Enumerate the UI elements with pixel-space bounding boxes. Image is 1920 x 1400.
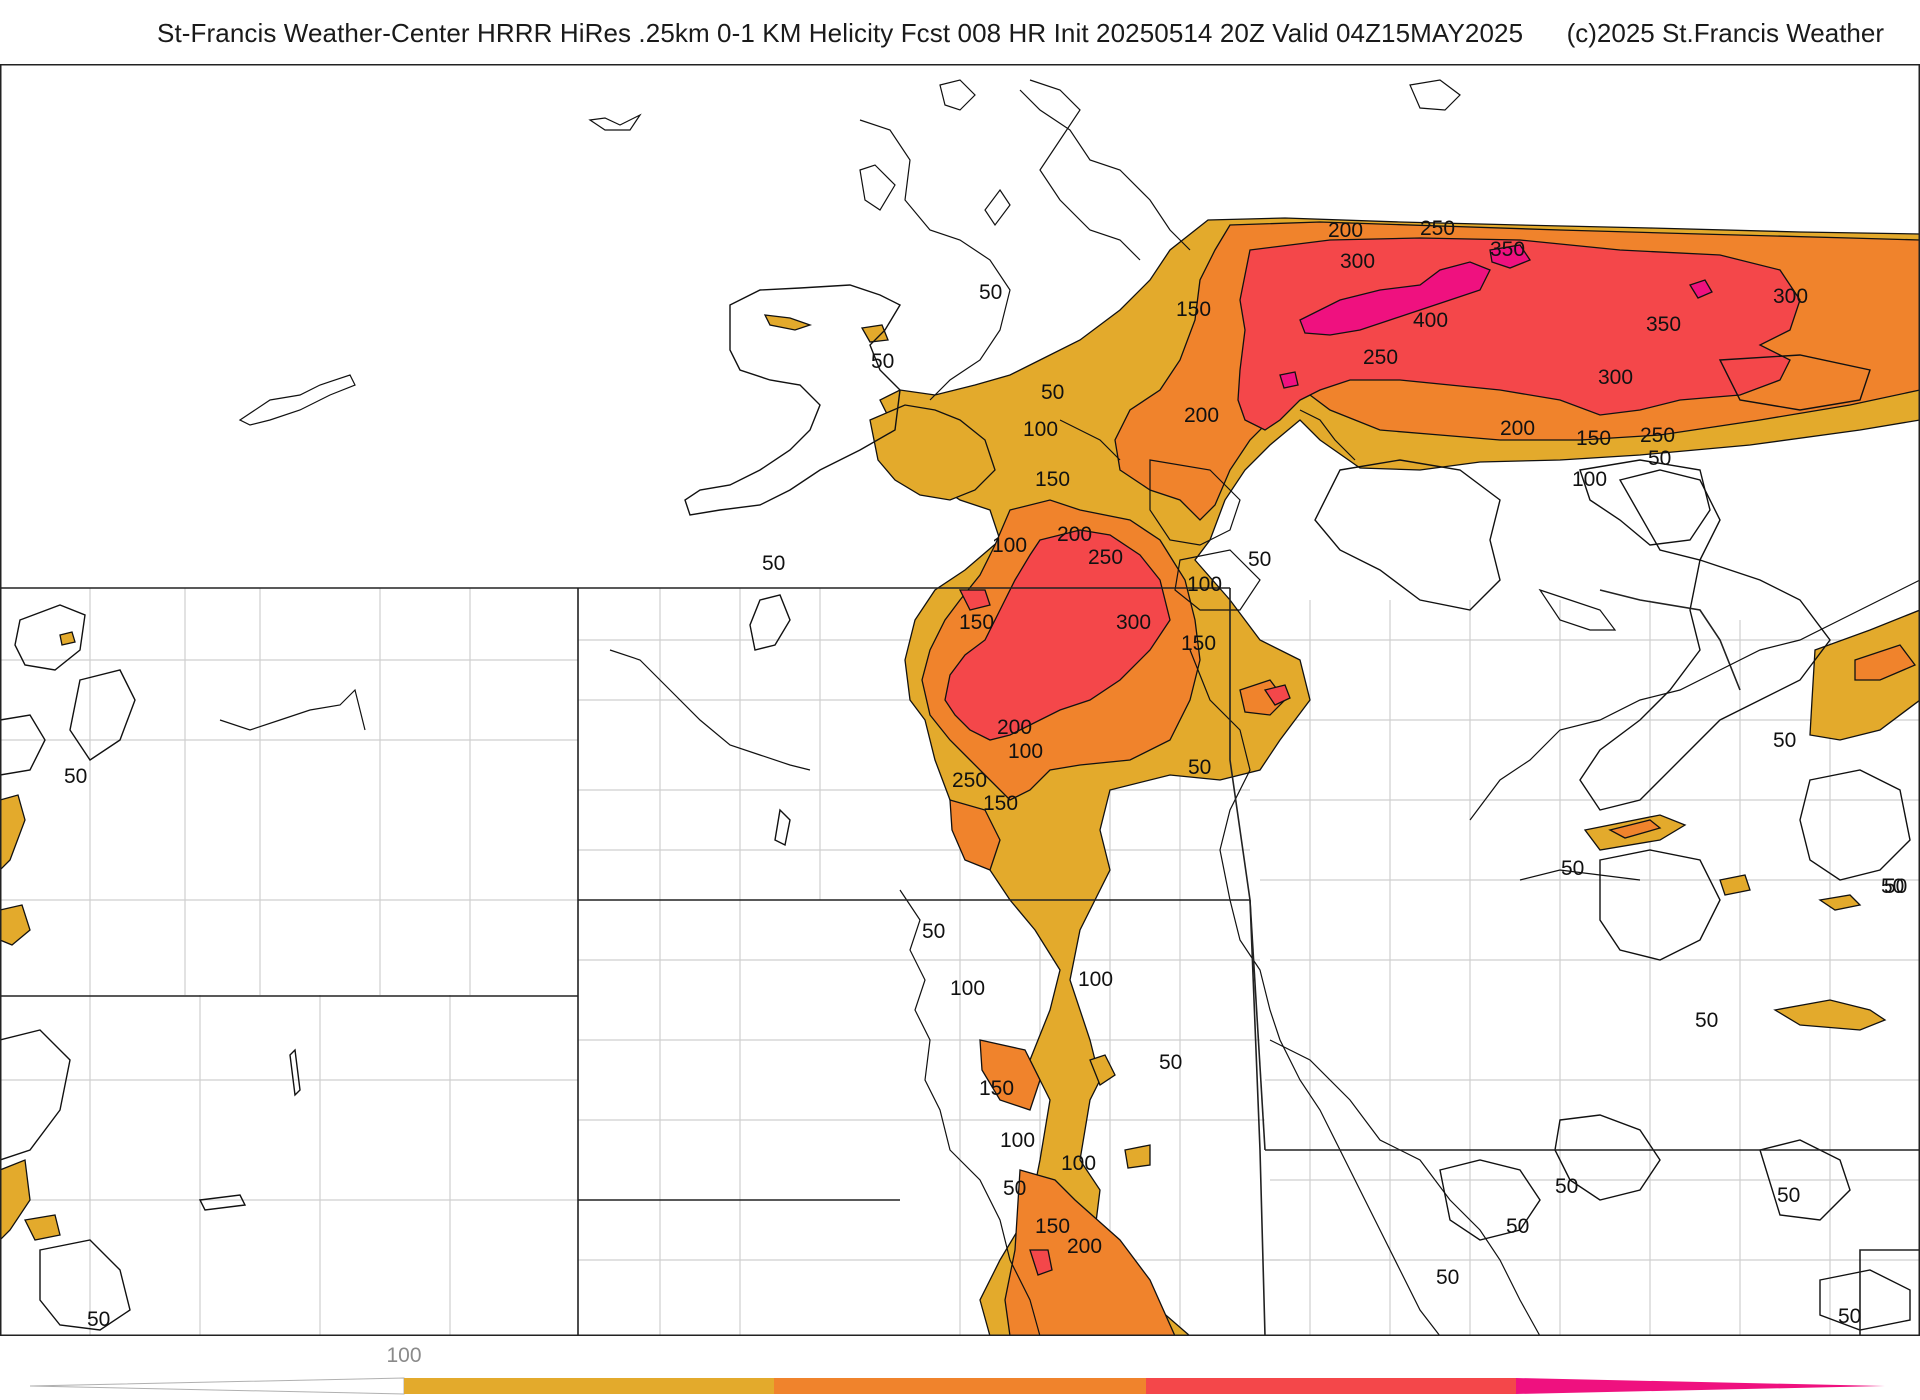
- coastlines: [219, 79, 1920, 1336]
- map-border: [0, 64, 1920, 1336]
- contour-label: 150: [983, 792, 1018, 815]
- contour-label: 200: [997, 716, 1032, 739]
- contour-label: 200: [1184, 404, 1219, 427]
- colorbar-segment-100: [404, 1378, 774, 1394]
- contour-label: 50: [1555, 1175, 1578, 1198]
- contour-label: 250: [1363, 346, 1398, 369]
- state-borders: [0, 587, 1920, 1336]
- contour-label: 300: [1116, 611, 1151, 634]
- contour-label: 50: [1003, 1177, 1026, 1200]
- copyright-text: (c)2025 St.Francis Weather: [1566, 18, 1884, 48]
- contour-label: 300: [1340, 250, 1375, 273]
- contour-label: 150: [1176, 298, 1211, 321]
- contour-label: 50: [1041, 381, 1064, 404]
- colorbar-tick-label: 100: [386, 1344, 422, 1367]
- colorbar-graphic: [29, 1377, 1885, 1395]
- contour-label: 50: [1506, 1215, 1529, 1238]
- contour-label: 50: [871, 350, 894, 373]
- colorbar-segment-250: [1146, 1378, 1516, 1394]
- contour-label: 50: [762, 552, 785, 575]
- contour-label: 50: [1188, 756, 1211, 779]
- contour-label: 200: [1067, 1235, 1102, 1258]
- colorbar: 100: [0, 1336, 1920, 1400]
- contour-label: 100: [1078, 968, 1113, 991]
- contour-label: 200: [1328, 219, 1363, 242]
- contour-label: 50: [1436, 1266, 1459, 1289]
- contour-label: 50: [1248, 548, 1271, 571]
- contour-label: 100: [1023, 418, 1058, 441]
- contour-label: 50: [1884, 875, 1907, 898]
- contour-label: 100: [1572, 468, 1607, 491]
- contour-label: 150: [1035, 468, 1070, 491]
- contour-label: 200: [1500, 417, 1535, 440]
- contour-labels: 200 250 350 300 400 300 350 250 150 50 5…: [64, 217, 1907, 1331]
- contour-label: 50: [1773, 729, 1796, 752]
- contour-label: 150: [1035, 1215, 1070, 1238]
- contour-label: 100: [992, 534, 1027, 557]
- title-bar: St-Francis Weather-Center HRRR HiRes .25…: [0, 0, 1920, 66]
- map-frame[interactable]: 200 250 350 300 400 300 350 250 150 50 5…: [0, 64, 1920, 1336]
- contour-label: 50: [1695, 1009, 1718, 1032]
- contour-label: 300: [1598, 366, 1633, 389]
- contour-label: 50: [1648, 447, 1671, 470]
- contour-label: 100: [1008, 740, 1043, 763]
- fill-level-350: [1279, 244, 1713, 389]
- contour-label: 50: [979, 281, 1002, 304]
- county-lines: [0, 588, 1920, 1336]
- contour-label: 400: [1413, 309, 1448, 332]
- contour-label: 250: [1088, 546, 1123, 569]
- contour-label: 250: [1420, 217, 1455, 240]
- contour-label: 100: [1061, 1152, 1096, 1175]
- contour-label: 100: [950, 977, 985, 1000]
- contour-label: 50: [922, 920, 945, 943]
- contour-label: 300: [1773, 285, 1808, 308]
- contour-label: 50: [1881, 875, 1904, 898]
- contour-label: 250: [952, 769, 987, 792]
- helicity-map: 200 250 350 300 400 300 350 250 150 50 5…: [0, 64, 1920, 1336]
- colorbar-over-triangle: [1516, 1378, 1885, 1394]
- contour-label: 150: [959, 611, 994, 634]
- contour-label: 50: [1561, 857, 1584, 880]
- colorbar-under-triangle: [29, 1377, 405, 1395]
- contour-label: 50: [87, 1308, 110, 1331]
- contour-label: 100: [1187, 573, 1222, 596]
- contour-label: 100: [1000, 1129, 1035, 1152]
- chart-title: St-Francis Weather-Center HRRR HiRes .25…: [157, 18, 1524, 48]
- contour-label: 350: [1646, 313, 1681, 336]
- colorbar-segment-150: [774, 1378, 1146, 1394]
- contour-label: 250: [1640, 424, 1675, 447]
- contour-50-lines: [0, 284, 1911, 1331]
- contour-label: 150: [979, 1077, 1014, 1100]
- contour-label: 150: [1576, 427, 1611, 450]
- contour-label: 150: [1181, 632, 1216, 655]
- contour-label: 50: [64, 765, 87, 788]
- fill-level-250: [944, 237, 1801, 1276]
- contour-label: 50: [1777, 1184, 1800, 1207]
- contour-label: 50: [1838, 1305, 1861, 1328]
- contour-label: 200: [1057, 523, 1092, 546]
- contour-label: 350: [1490, 238, 1525, 261]
- contour-label: 50: [1159, 1051, 1182, 1074]
